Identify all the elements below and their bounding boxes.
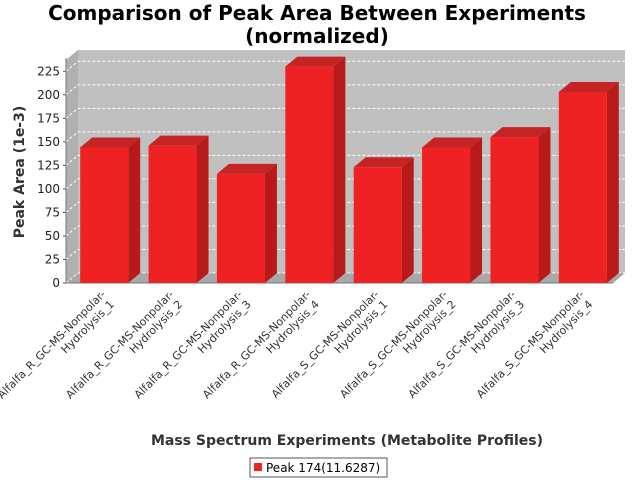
y-tick-label: 175 (37, 111, 60, 125)
y-tick-label: 200 (37, 88, 60, 102)
bar (353, 167, 402, 283)
legend-label: Peak 174(11.6287) (266, 461, 380, 475)
gridline (65, 131, 625, 143)
bar (80, 147, 129, 283)
bar-side (264, 163, 277, 283)
bar-top (148, 135, 209, 146)
y-tick-label: 125 (37, 158, 60, 172)
y-tick-label: 0 (52, 276, 60, 290)
y-tick-label: 225 (37, 64, 60, 78)
bar-side (196, 135, 209, 283)
bar (148, 145, 197, 283)
bar-side (606, 81, 619, 283)
legend: Peak 174(11.6287) (249, 457, 388, 478)
bar-top (558, 81, 619, 92)
y-axis-label: Peak Area (1e-3) (12, 106, 28, 239)
bar-top (216, 163, 277, 174)
bar (216, 173, 265, 283)
plot-side-wall (66, 50, 78, 283)
gridline (65, 84, 625, 96)
bar (285, 66, 334, 284)
gridline (65, 60, 625, 72)
bar-top (422, 137, 483, 148)
chart-title: Comparison of Peak Area Between Experime… (48, 1, 586, 25)
y-tick-label: 25 (45, 252, 60, 266)
plot-area: 0 25 50 75 100 125 150 175 200 225 Alfalfa_R_GC-MS… (0, 50, 625, 411)
bar (422, 147, 471, 283)
y-tick-label: 50 (45, 229, 60, 243)
bar (558, 91, 607, 283)
bar-top (490, 127, 551, 138)
x-tick-label: Alfalfa_R_GC-MS-Nonpolar-Hydrolysis_1 (0, 288, 118, 411)
bar-side (470, 137, 483, 283)
plot-floor (66, 273, 625, 283)
chart-subtitle: (normalized) (245, 24, 389, 48)
bar-top (353, 157, 414, 168)
bar-side (401, 157, 414, 283)
bar-top (285, 56, 346, 67)
y-tick-label: 75 (45, 205, 60, 219)
legend-swatch (254, 463, 262, 471)
bar (490, 137, 539, 283)
legend-box (249, 457, 388, 478)
y-tick-label: 150 (37, 135, 60, 149)
gridline (65, 107, 625, 119)
x-axis-label: Mass Spectrum Experiments (Metabolite Pr… (151, 433, 543, 449)
y-tick-label: 100 (37, 182, 60, 196)
bar-side (128, 137, 141, 283)
bar-side (333, 56, 346, 283)
bar-top (80, 137, 141, 148)
bar-side (538, 127, 551, 283)
